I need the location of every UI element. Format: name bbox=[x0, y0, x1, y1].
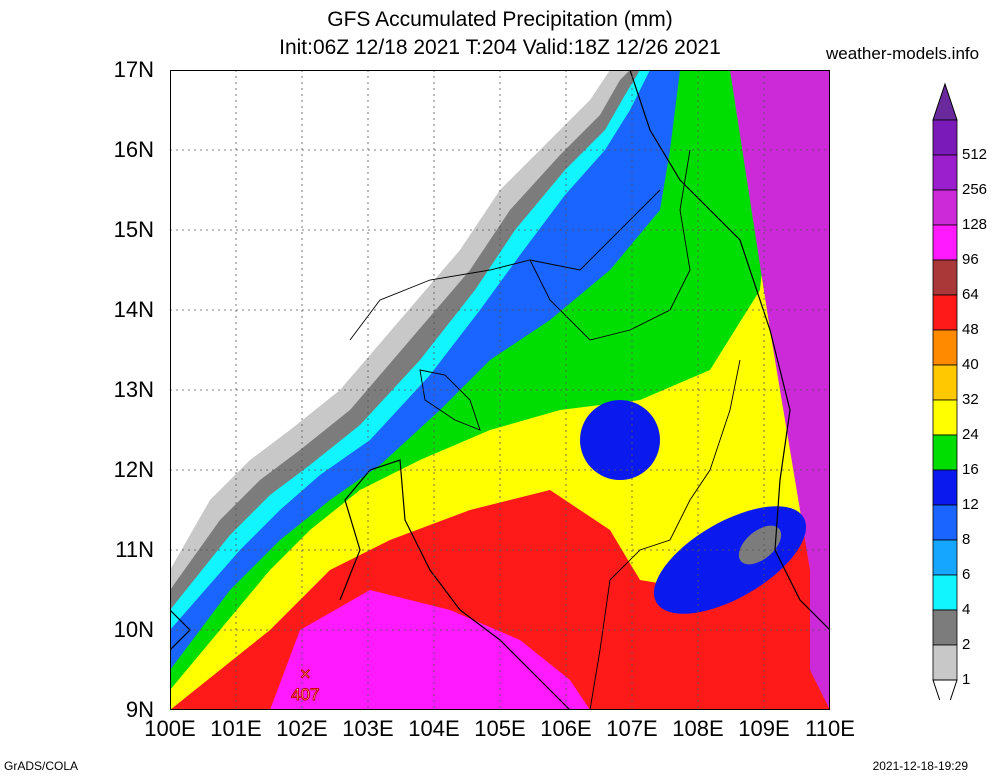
map-title: GFS Accumulated Precipitation (mm) bbox=[327, 8, 673, 31]
max-marker: × 407 bbox=[291, 664, 320, 705]
legend-overflow-arrow bbox=[932, 82, 958, 121]
legend-bin bbox=[932, 504, 958, 541]
legend-label: 12 bbox=[962, 496, 979, 513]
grid-lines bbox=[170, 70, 830, 710]
map-frame bbox=[170, 70, 830, 710]
footer-software: GrADS/COLA bbox=[4, 759, 79, 773]
legend-bin bbox=[932, 434, 958, 471]
lon-label: 110E bbox=[805, 716, 855, 741]
legend-label: 2 bbox=[962, 636, 971, 653]
legend-bin bbox=[932, 224, 958, 261]
borders bbox=[349, 149, 741, 710]
legend-label: 24 bbox=[962, 426, 979, 443]
border-laos bbox=[529, 149, 691, 341]
lon-label: 108E bbox=[672, 716, 724, 741]
legend-underflow-arrow bbox=[932, 679, 958, 700]
legend-bin bbox=[932, 329, 958, 366]
lon-label: 107E bbox=[606, 716, 658, 741]
lat-label: 11N bbox=[115, 537, 154, 562]
precipitation-map: × 407 bbox=[170, 70, 830, 710]
precip-contour-24mm bbox=[170, 70, 830, 710]
legend-label: 1 bbox=[962, 671, 971, 688]
legend-bin bbox=[932, 644, 958, 681]
site-name: weather-models.info bbox=[826, 44, 980, 63]
legend-label: 8 bbox=[962, 531, 971, 548]
footer-timestamp: 2021-12-18-19:29 bbox=[872, 759, 968, 773]
legend-bin bbox=[932, 364, 958, 401]
legend-bin bbox=[932, 119, 958, 156]
lat-label: 13N bbox=[113, 377, 154, 402]
lon-label: 102E bbox=[276, 716, 328, 741]
lon-label: 103E bbox=[342, 716, 394, 741]
legend-label: 4 bbox=[962, 601, 971, 618]
lon-label: 109E bbox=[738, 716, 790, 741]
coastlines bbox=[170, 70, 830, 710]
legend-label: 32 bbox=[962, 391, 979, 408]
max-marker-x: × bbox=[300, 664, 311, 684]
legend-bin bbox=[932, 294, 958, 331]
legend-label: 16 bbox=[962, 461, 979, 478]
legend-bin bbox=[932, 609, 958, 646]
lat-label: 9N bbox=[125, 697, 154, 722]
lat-label: 12N bbox=[113, 457, 154, 482]
legend-bin bbox=[932, 154, 958, 191]
map-subtitle: Init:06Z 12/18 2021 T:204 Valid:18Z 12/2… bbox=[279, 36, 721, 59]
legend-bin bbox=[932, 189, 958, 226]
legend-label: 6 bbox=[962, 566, 971, 583]
legend-label: 256 bbox=[962, 181, 988, 198]
coastline-gulf bbox=[339, 459, 571, 710]
legend-label: 40 bbox=[962, 356, 979, 373]
legend-colorbar bbox=[932, 82, 958, 700]
legend-bin bbox=[932, 259, 958, 296]
lon-label: 101E bbox=[210, 716, 262, 741]
precip-contour-128mm-east bbox=[730, 70, 830, 710]
coastline-peninsula bbox=[170, 609, 191, 651]
lon-label: 100E bbox=[144, 716, 196, 741]
legend-bin bbox=[932, 574, 958, 611]
legend-label: 64 bbox=[962, 286, 979, 303]
lat-label: 10N bbox=[113, 617, 154, 642]
legend-bin bbox=[932, 469, 958, 506]
lon-label: 104E bbox=[408, 716, 460, 741]
legend-label: 96 bbox=[962, 251, 979, 268]
lake-tonle-sap bbox=[419, 369, 481, 431]
lon-label: 105E bbox=[474, 716, 526, 741]
lat-label: 14N bbox=[113, 297, 154, 322]
max-marker-value: 407 bbox=[291, 685, 319, 704]
legend-label: 128 bbox=[962, 216, 988, 233]
lon-label: 106E bbox=[540, 716, 592, 741]
lat-label: 16N bbox=[113, 137, 154, 162]
lat-label: 15N bbox=[113, 217, 154, 242]
coastline-east bbox=[629, 70, 830, 631]
legend-label: 512 bbox=[962, 146, 988, 163]
border-cambodia-vietnam bbox=[589, 359, 741, 710]
precip-core-blue bbox=[580, 400, 660, 480]
legend-bin bbox=[932, 539, 958, 576]
precip-core-grey-east bbox=[738, 525, 782, 565]
legend-bin bbox=[932, 399, 958, 436]
lat-label: 17N bbox=[113, 57, 154, 82]
precip-contour-96mm bbox=[270, 590, 590, 710]
legend-label: 48 bbox=[962, 321, 979, 338]
